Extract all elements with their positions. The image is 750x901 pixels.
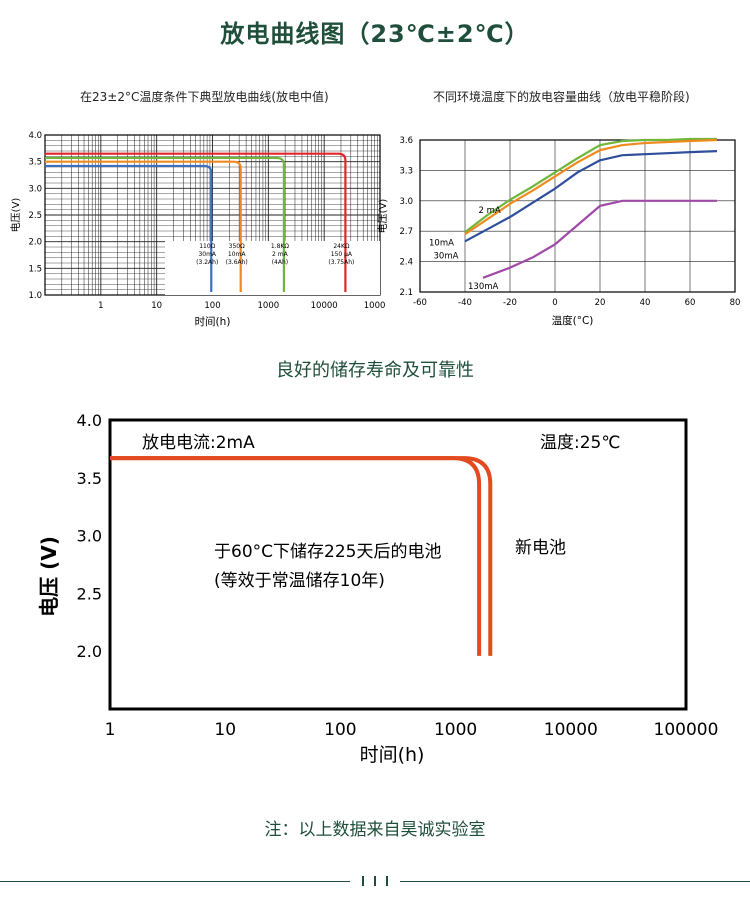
x-axis-label: 温度(°C) bbox=[552, 314, 594, 327]
footer-divider-left bbox=[0, 881, 350, 882]
y-tick-label-5: 3.5 bbox=[28, 158, 42, 168]
y-tick-label-5: 3.6 bbox=[399, 136, 413, 146]
chart1-title: 在23±2°C温度条件下典型放电曲线(放电中值) bbox=[80, 90, 329, 104]
legend-capacity-2: (4Ah) bbox=[272, 259, 288, 266]
x-tick-label-1: -40 bbox=[458, 298, 472, 308]
y-axis-label: 电压(V) bbox=[9, 198, 22, 233]
y-tick-label-2: 2.7 bbox=[399, 227, 413, 237]
x-tick-label-6: 60 bbox=[685, 298, 696, 308]
x-tick-label-4: 20 bbox=[595, 298, 606, 308]
plot-area bbox=[420, 140, 735, 292]
y-tick-label-0: 1.0 bbox=[28, 291, 42, 301]
series-label-1: 10mA bbox=[429, 238, 454, 248]
series-line-1 bbox=[110, 456, 493, 656]
annotation-current: 放电电流:2mA bbox=[142, 433, 255, 453]
annotation-stored-equivalent: (等效于常温储存10年) bbox=[214, 571, 385, 591]
x-tick-label-1: 10 bbox=[151, 301, 162, 311]
x-tick-label-3: 1000 bbox=[258, 301, 280, 311]
annotation-stored-battery: 于60°C下储存225天后的电池 bbox=[214, 542, 441, 562]
annotation-new-battery: 新电池 bbox=[515, 538, 566, 558]
legend-load-1: 350Ω bbox=[229, 243, 245, 250]
legend-box bbox=[165, 241, 380, 295]
x-tick-label-0: 1 bbox=[98, 301, 103, 311]
section-title: 良好的储存寿命及可靠性 bbox=[276, 360, 474, 381]
y-axis-label: 电压(V) bbox=[376, 199, 389, 234]
series-line-0 bbox=[45, 164, 213, 292]
y-tick-label-0: 2.0 bbox=[77, 642, 102, 661]
series-line-2 bbox=[464, 150, 718, 243]
y-tick-label-6: 4.0 bbox=[28, 131, 42, 141]
y-tick-label-1: 2.5 bbox=[77, 584, 102, 603]
legend-capacity-0: (3.2Ah) bbox=[196, 259, 218, 266]
y-tick-label-2: 3.0 bbox=[77, 527, 102, 546]
x-tick-label-4: 10000 bbox=[544, 720, 598, 740]
x-axis-label: 时间(h) bbox=[195, 315, 231, 328]
legend-current-0: 30mA bbox=[198, 251, 216, 258]
legend-current-1: 10mA bbox=[228, 251, 246, 258]
series-label-2: 30mA bbox=[434, 252, 459, 262]
x-tick-label-3: 0 bbox=[552, 298, 557, 308]
x-tick-label-0: 1 bbox=[105, 720, 116, 740]
x-tick-label-4: 10000 bbox=[311, 301, 338, 311]
annotation-temperature: 温度:25℃ bbox=[540, 433, 620, 453]
legend-load-0: 110Ω bbox=[199, 243, 215, 250]
footer-divider-right bbox=[400, 881, 750, 882]
series-line-1 bbox=[45, 160, 242, 292]
y-tick-label-1: 2.4 bbox=[399, 258, 413, 268]
series-line-0 bbox=[464, 137, 717, 234]
x-tick-label-3: 1000 bbox=[434, 720, 477, 740]
page-title: 放电曲线图（23℃±2℃） bbox=[220, 20, 530, 48]
y-tick-label-3: 2.5 bbox=[28, 211, 42, 221]
legend-load-2: 1.8KΩ bbox=[271, 243, 289, 250]
x-tick-label-5: 100000 bbox=[364, 301, 385, 311]
x-tick-label-1: 10 bbox=[214, 720, 236, 740]
y-tick-label-2: 2.0 bbox=[28, 238, 42, 248]
y-tick-label-4: 3.3 bbox=[399, 166, 413, 176]
footer-mark-1 bbox=[362, 876, 364, 886]
series-line-1 bbox=[464, 138, 718, 236]
series-line-3 bbox=[45, 152, 347, 292]
plot-border bbox=[108, 418, 688, 711]
x-tick-label-7: 80 bbox=[730, 298, 741, 308]
y-tick-label-4: 4.0 bbox=[77, 411, 102, 430]
y-tick-label-3: 3.0 bbox=[399, 197, 413, 207]
legend-current-3: 150 μA bbox=[331, 251, 353, 258]
data-source-note: 注：以上数据来自昊诚实验室 bbox=[264, 820, 486, 840]
series-label-3: 130mA bbox=[468, 282, 499, 292]
chart2-title: 不同环境温度下的放电容量曲线（放电平稳阶段) bbox=[433, 90, 690, 104]
x-tick-label-0: -60 bbox=[413, 298, 427, 308]
legend-load-3: 24KΩ bbox=[333, 243, 350, 250]
x-tick-label-5: 100000 bbox=[654, 720, 719, 740]
plot-border bbox=[419, 139, 736, 293]
y-axis-label: 电压 (V) bbox=[37, 536, 61, 617]
chart-temperature-capacity: 2 mA 10mA 30mA 130mA -60 -40 -20 0 20 40 60 80 2.1 2.… bbox=[376, 136, 741, 327]
y-tick-label-4: 3.0 bbox=[28, 184, 42, 194]
legend-capacity-1: (3.6Ah) bbox=[226, 259, 248, 266]
x-axis-label: 时间(h) bbox=[360, 744, 425, 766]
chart-storage-life: 1 10 100 1000 10000 100000 2.0 2.5 3.0 3.5 4.0 时间(h… bbox=[37, 411, 719, 766]
x-tick-label-5: 40 bbox=[640, 298, 651, 308]
legend-current-2: 2 mA bbox=[272, 251, 289, 258]
x-tick-label-2: -20 bbox=[503, 298, 517, 308]
y-tick-label-0: 2.1 bbox=[399, 288, 413, 298]
footer-mark-2 bbox=[374, 876, 376, 886]
x-tick-label-2: 100 bbox=[324, 720, 356, 740]
legend-capacity-3: (3.75Ah) bbox=[328, 259, 354, 266]
series-line-3 bbox=[482, 199, 717, 279]
y-tick-label-3: 3.5 bbox=[77, 469, 102, 488]
y-tick-label-1: 1.5 bbox=[28, 264, 42, 274]
footer-mark-3 bbox=[386, 876, 388, 886]
x-tick-label-2: 100 bbox=[204, 301, 220, 311]
series-label-0: 2 mA bbox=[479, 206, 501, 216]
series-line-2 bbox=[45, 156, 285, 292]
